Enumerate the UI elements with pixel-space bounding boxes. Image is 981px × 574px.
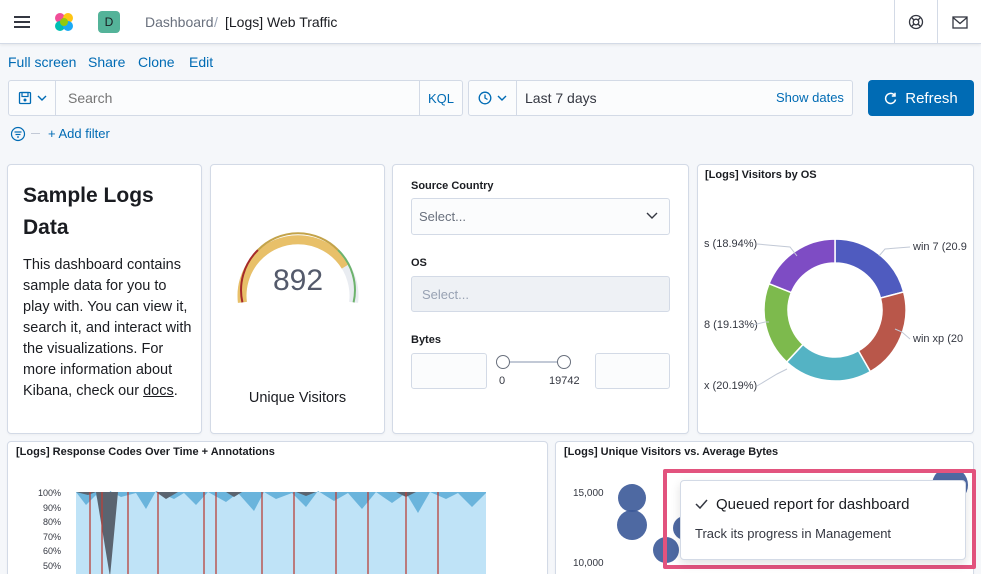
- save-icon: [18, 91, 31, 105]
- chevron-down-icon: [37, 95, 46, 101]
- clone-link[interactable]: Clone: [138, 54, 175, 70]
- help-icon: [908, 14, 924, 30]
- markdown-text-end: .: [173, 383, 178, 399]
- add-filter-link[interactable]: + Add filter: [48, 126, 110, 141]
- source-country-placeholder: Select...: [419, 209, 466, 224]
- os-slice-label: win xp (20: [913, 333, 964, 345]
- toast-body: Track its progress in Management: [695, 526, 892, 541]
- saved-query-button[interactable]: [9, 81, 56, 115]
- menu-button[interactable]: [0, 0, 44, 44]
- bytes-max-input[interactable]: [595, 353, 670, 389]
- kql-button[interactable]: KQL: [419, 81, 462, 115]
- gauge-fill: [237, 235, 359, 303]
- y-tick: 70%: [42, 531, 61, 542]
- gauge-chart: [237, 232, 359, 303]
- newsfeed-button[interactable]: [938, 0, 981, 44]
- y-tick: 15,000: [573, 488, 604, 499]
- y-tick: 80%: [42, 517, 61, 527]
- markdown-body: This dashboard contains sample data for …: [23, 255, 195, 402]
- os-chart-title: [Logs] Visitors by OS: [705, 169, 817, 181]
- breadcrumb-separator: /: [214, 14, 218, 30]
- gauge-band-green: [337, 249, 356, 303]
- os-donut-chart: [763, 238, 907, 382]
- filter-divider: [31, 133, 40, 134]
- os-slice-label: 8 (19.13%): [704, 319, 758, 331]
- chevron-down-icon[interactable]: [646, 212, 658, 220]
- quick-select-button[interactable]: [469, 81, 517, 115]
- os-slice-label: s (18.94%): [704, 238, 758, 250]
- markdown-title: Sample Logs Data: [23, 184, 154, 239]
- y-tick: 100%: [37, 488, 61, 498]
- response-y-axis: 100% 90% 80% 70% 60% 50%: [25, 486, 61, 573]
- range-min-tick: 0: [499, 375, 506, 387]
- date-picker: [468, 80, 853, 116]
- bubble-chart: [617, 470, 968, 563]
- visitors-bytes-title: [Logs] Unique Visitors vs. Average Bytes: [564, 446, 779, 458]
- os-label-connectors: [752, 243, 911, 387]
- y-tick: 60%: [42, 546, 61, 556]
- calendar-clock-icon: [478, 91, 492, 105]
- os-slice-label: win 7 (20.9: [913, 241, 967, 253]
- hamburger-icon: [14, 16, 30, 28]
- refresh-icon: [885, 92, 897, 104]
- response-codes-area-chart: [76, 491, 486, 574]
- area-200: [76, 492, 486, 574]
- response-codes-title: [Logs] Response Codes Over Time + Annota…: [16, 446, 275, 458]
- breadcrumb-current: [Logs] Web Traffic: [225, 14, 338, 30]
- bytes-label: Bytes: [411, 334, 441, 346]
- range-slider-min-handle[interactable]: [496, 355, 510, 369]
- filter-icon: [10, 126, 26, 142]
- header-divider: [937, 0, 938, 44]
- os-chart-panel: [697, 164, 974, 434]
- os-slice-label: x (20.19%): [704, 380, 758, 392]
- markdown-text: This dashboard contains sample data for …: [23, 257, 192, 399]
- check-icon: [695, 499, 708, 509]
- breadcrumb-dashboard[interactable]: Dashboard: [145, 14, 214, 30]
- full-screen-link[interactable]: Full screen: [8, 54, 77, 70]
- edit-link[interactable]: Edit: [189, 54, 214, 70]
- space-avatar[interactable]: D: [98, 11, 120, 33]
- highlight-box: [663, 469, 976, 569]
- range-max-tick: 19742: [549, 375, 580, 387]
- docs-link[interactable]: docs: [143, 383, 174, 399]
- os-placeholder: Select...: [422, 287, 469, 302]
- markdown-panel: [7, 164, 202, 434]
- filter-menu-button[interactable]: [10, 126, 26, 142]
- gauge-value: 892: [272, 264, 324, 297]
- date-range-text[interactable]: Last 7 days: [525, 90, 597, 106]
- chevron-down-icon: [497, 95, 507, 101]
- os-label: OS: [411, 257, 427, 269]
- top-header: [0, 0, 981, 44]
- show-dates-link[interactable]: Show dates: [776, 90, 844, 105]
- source-country-select[interactable]: [411, 198, 670, 235]
- gauge-band-yellow: [257, 232, 339, 251]
- refresh-button[interactable]: Refresh: [868, 80, 974, 116]
- gauge-label: Unique Visitors: [248, 390, 347, 406]
- bubble: [617, 510, 647, 540]
- os-select[interactable]: [411, 276, 670, 312]
- search-input[interactable]: [57, 81, 419, 115]
- kibana-logo-icon[interactable]: [52, 10, 76, 34]
- source-country-label: Source Country: [411, 180, 494, 192]
- gauge-band-red: [240, 249, 259, 303]
- header-divider: [894, 0, 895, 44]
- y-tick: 10,000: [573, 558, 604, 569]
- y-tick: 50%: [42, 560, 61, 571]
- range-slider-max-handle[interactable]: [557, 355, 571, 369]
- bytes-min-input[interactable]: [411, 353, 487, 389]
- annotation-lines: [89, 492, 439, 574]
- bubble: [618, 484, 646, 512]
- toast-title: Queued report for dashboard: [716, 496, 910, 513]
- area-503: [76, 492, 486, 574]
- help-button[interactable]: [895, 0, 937, 44]
- toast: [680, 480, 966, 560]
- share-link[interactable]: Share: [88, 54, 126, 70]
- range-slider-track: [503, 361, 564, 363]
- mail-icon: [951, 15, 968, 29]
- donut-slice[interactable]: [768, 238, 836, 294]
- refresh-label: Refresh: [905, 89, 958, 107]
- y-tick: 90%: [42, 502, 61, 513]
